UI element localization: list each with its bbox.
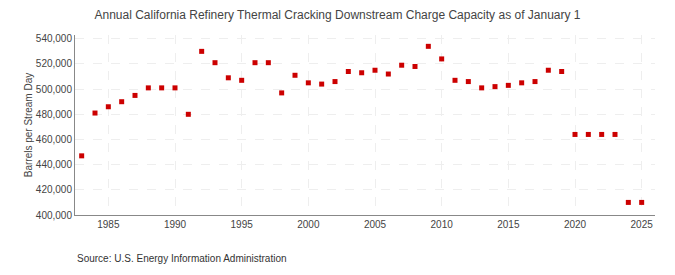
svg-text:460,000: 460,000 (36, 134, 73, 145)
svg-text:440,000: 440,000 (36, 159, 73, 170)
svg-text:2005: 2005 (364, 219, 387, 230)
svg-text:Barrels per Stream Day: Barrels per Stream Day (23, 73, 34, 177)
svg-text:540,000: 540,000 (36, 33, 73, 44)
svg-text:2010: 2010 (431, 219, 454, 230)
svg-text:1985: 1985 (97, 219, 120, 230)
svg-text:420,000: 420,000 (36, 184, 73, 195)
svg-text:480,000: 480,000 (36, 109, 73, 120)
svg-text:400,000: 400,000 (36, 210, 73, 221)
svg-text:1995: 1995 (231, 219, 254, 230)
svg-text:520,000: 520,000 (36, 58, 73, 69)
svg-text:2020: 2020 (564, 219, 587, 230)
svg-text:2000: 2000 (297, 219, 320, 230)
svg-text:2025: 2025 (631, 219, 654, 230)
svg-text:500,000: 500,000 (36, 84, 73, 95)
svg-text:2015: 2015 (497, 219, 520, 230)
svg-text:Source: U.S. Energy Informatio: Source: U.S. Energy Information Administ… (77, 253, 287, 264)
svg-text:1990: 1990 (164, 219, 187, 230)
svg-text:Annual California Refinery The: Annual California Refinery Thermal Crack… (95, 8, 581, 22)
